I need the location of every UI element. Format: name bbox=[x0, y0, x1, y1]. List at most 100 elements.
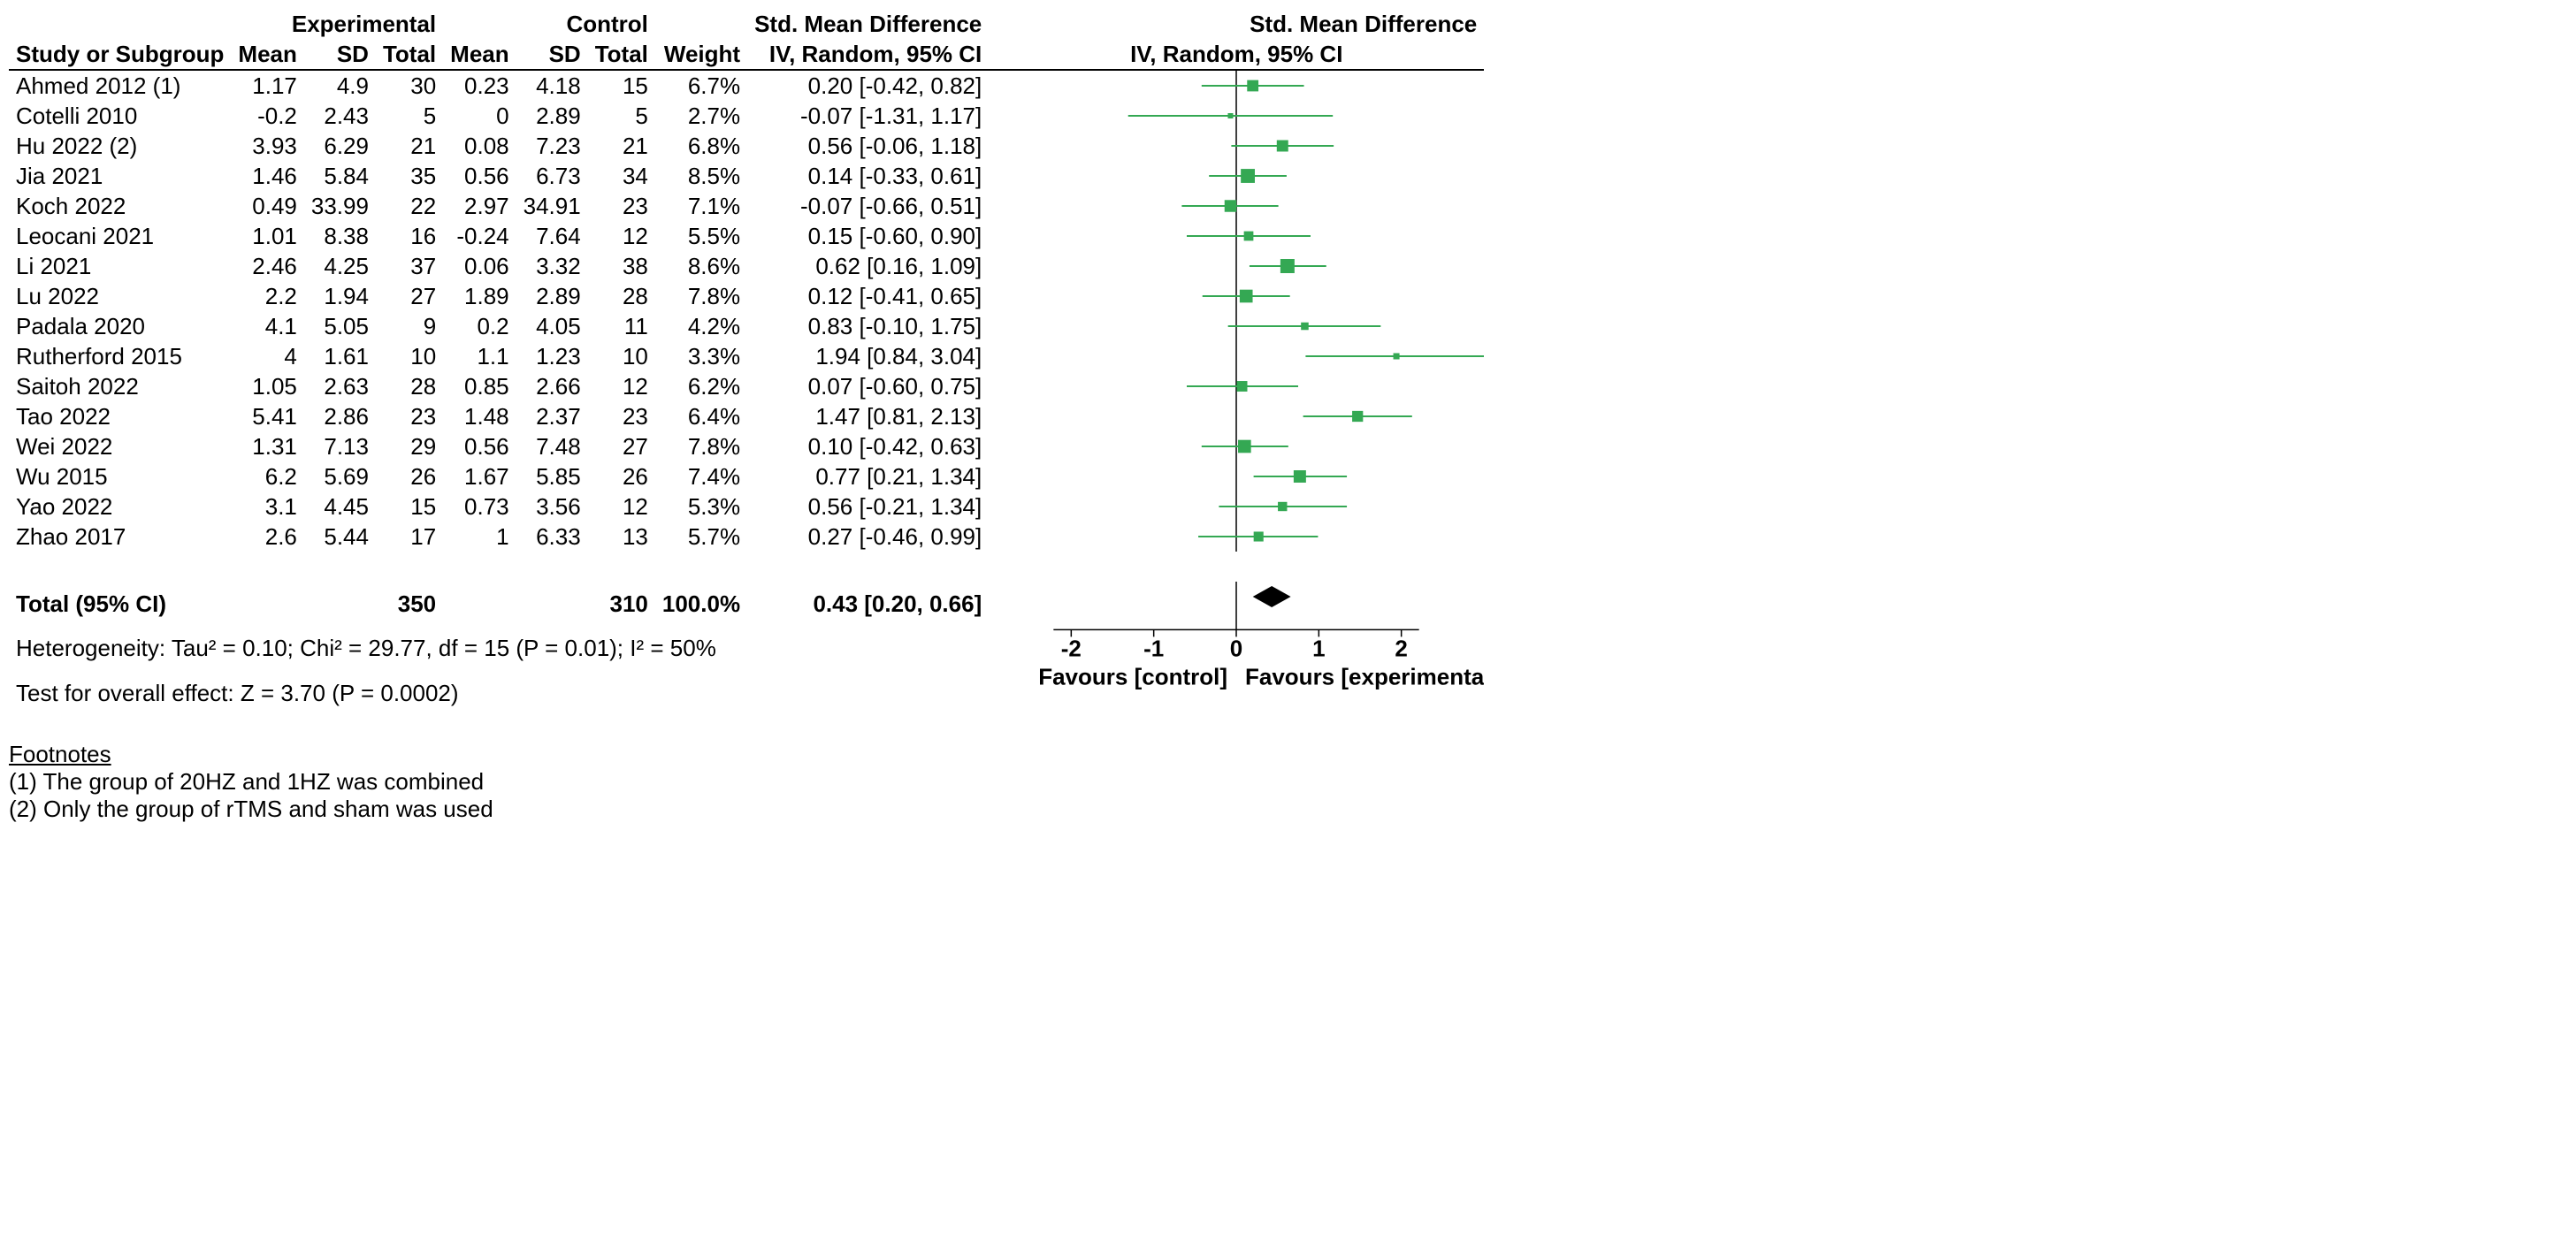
exp-total: 26 bbox=[376, 461, 443, 491]
exp-mean: 3.1 bbox=[231, 491, 303, 522]
col-exp-mean: Mean bbox=[231, 39, 303, 70]
exp-total: 10 bbox=[376, 341, 443, 371]
study-plot-cell bbox=[989, 70, 1484, 552]
ci-text: 0.77 [0.21, 1.34] bbox=[747, 461, 989, 491]
exp-mean: 1.31 bbox=[231, 431, 303, 461]
exp-sd: 2.43 bbox=[304, 101, 376, 131]
svg-text:-1: -1 bbox=[1143, 635, 1164, 661]
ci-text: 0.07 [-0.60, 0.75] bbox=[747, 371, 989, 401]
ctl-mean: 0.56 bbox=[443, 161, 516, 191]
exp-total: 17 bbox=[376, 522, 443, 552]
ctl-mean: -0.24 bbox=[443, 221, 516, 251]
exp-total: 29 bbox=[376, 431, 443, 461]
favours-control-label: Favours [control] bbox=[1038, 663, 1227, 689]
ctl-mean: 1.67 bbox=[443, 461, 516, 491]
exp-total: 15 bbox=[376, 491, 443, 522]
ci-text: 0.62 [0.16, 1.09] bbox=[747, 251, 989, 281]
total-weight: 100.0% bbox=[655, 582, 747, 627]
study-name: Ahmed 2012 (1) bbox=[9, 70, 231, 101]
total-ctl-n: 310 bbox=[588, 582, 655, 627]
ctl-total: 13 bbox=[588, 522, 655, 552]
weight: 6.8% bbox=[655, 131, 747, 161]
exp-sd: 2.86 bbox=[304, 401, 376, 431]
favours-experimental-label: Favours [experimental] bbox=[1245, 663, 1484, 689]
weight: 6.2% bbox=[655, 371, 747, 401]
exp-total: 37 bbox=[376, 251, 443, 281]
ctl-mean: 0.2 bbox=[443, 311, 516, 341]
ctl-total: 21 bbox=[588, 131, 655, 161]
exp-sd: 6.29 bbox=[304, 131, 376, 161]
exp-sd: 4.45 bbox=[304, 491, 376, 522]
exp-mean: 1.46 bbox=[231, 161, 303, 191]
ctl-mean: 2.97 bbox=[443, 191, 516, 221]
exp-sd: 33.99 bbox=[304, 191, 376, 221]
total-label: Total (95% CI) bbox=[9, 582, 231, 627]
exp-sd: 5.69 bbox=[304, 461, 376, 491]
study-name: Zhao 2017 bbox=[9, 522, 231, 552]
exp-sd: 7.13 bbox=[304, 431, 376, 461]
ctl-sd: 6.33 bbox=[516, 522, 588, 552]
col-plot: IV, Random, 95% CI bbox=[989, 39, 1484, 70]
ctl-mean: 1.1 bbox=[443, 341, 516, 371]
ctl-mean: 1 bbox=[443, 522, 516, 552]
exp-total: 35 bbox=[376, 161, 443, 191]
col-study: Study or Subgroup bbox=[9, 39, 231, 70]
ctl-sd: 7.48 bbox=[516, 431, 588, 461]
ctl-total: 34 bbox=[588, 161, 655, 191]
weight: 5.7% bbox=[655, 522, 747, 552]
ci-text: 0.56 [-0.21, 1.34] bbox=[747, 491, 989, 522]
total-exp-n: 350 bbox=[376, 582, 443, 627]
ctl-sd: 2.89 bbox=[516, 101, 588, 131]
ctl-sd: 5.85 bbox=[516, 461, 588, 491]
ctl-mean: 1.48 bbox=[443, 401, 516, 431]
weight: 6.7% bbox=[655, 70, 747, 101]
study-name: Lu 2022 bbox=[9, 281, 231, 311]
col-exp-total: Total bbox=[376, 39, 443, 70]
ctl-group-header: Control bbox=[443, 9, 655, 39]
forest-plot: Experimental Control Std. Mean Differenc… bbox=[9, 9, 1484, 823]
ctl-total: 26 bbox=[588, 461, 655, 491]
svg-text:1: 1 bbox=[1312, 635, 1325, 661]
weight: 7.4% bbox=[655, 461, 747, 491]
header-row: Study or Subgroup Mean SD Total Mean SD … bbox=[9, 39, 1484, 70]
ci-text: 1.94 [0.84, 3.04] bbox=[747, 341, 989, 371]
col-ctl-mean: Mean bbox=[443, 39, 516, 70]
ctl-total: 23 bbox=[588, 191, 655, 221]
ctl-sd: 6.73 bbox=[516, 161, 588, 191]
study-name: Li 2021 bbox=[9, 251, 231, 281]
total-ci: 0.43 [0.20, 0.66] bbox=[747, 582, 989, 627]
ci-text: 0.20 [-0.42, 0.82] bbox=[747, 70, 989, 101]
ci-text: 0.12 [-0.41, 0.65] bbox=[747, 281, 989, 311]
study-name: Padala 2020 bbox=[9, 311, 231, 341]
exp-total: 27 bbox=[376, 281, 443, 311]
ci-text: 0.10 [-0.42, 0.63] bbox=[747, 431, 989, 461]
exp-mean: 0.49 bbox=[231, 191, 303, 221]
plot-group-header: Std. Mean Difference bbox=[989, 9, 1484, 39]
exp-mean: 2.6 bbox=[231, 522, 303, 552]
superheader-row: Experimental Control Std. Mean Differenc… bbox=[9, 9, 1484, 39]
exp-total: 5 bbox=[376, 101, 443, 131]
ctl-total: 12 bbox=[588, 491, 655, 522]
total-row: Total (95% CI) 350 310 100.0% 0.43 [0.20… bbox=[9, 582, 1484, 627]
summary-plot-cell: -2-1012Favours [control]Favours [experim… bbox=[989, 582, 1484, 716]
footnote-1: (1) The group of 20HZ and 1HZ was combin… bbox=[9, 768, 1484, 796]
ctl-sd: 4.18 bbox=[516, 70, 588, 101]
ctl-mean: 0.73 bbox=[443, 491, 516, 522]
study-name: Leocani 2021 bbox=[9, 221, 231, 251]
weight: 6.4% bbox=[655, 401, 747, 431]
weight: 5.5% bbox=[655, 221, 747, 251]
exp-total: 28 bbox=[376, 371, 443, 401]
study-name: Rutherford 2015 bbox=[9, 341, 231, 371]
study-name: Wei 2022 bbox=[9, 431, 231, 461]
weight: 3.3% bbox=[655, 341, 747, 371]
ctl-sd: 7.23 bbox=[516, 131, 588, 161]
ctl-total: 23 bbox=[588, 401, 655, 431]
exp-total: 9 bbox=[376, 311, 443, 341]
ctl-total: 28 bbox=[588, 281, 655, 311]
ctl-sd: 7.64 bbox=[516, 221, 588, 251]
exp-mean: 2.46 bbox=[231, 251, 303, 281]
col-ctl-sd: SD bbox=[516, 39, 588, 70]
exp-mean: 1.17 bbox=[231, 70, 303, 101]
svg-text:-2: -2 bbox=[1061, 635, 1082, 661]
study-name: Cotelli 2010 bbox=[9, 101, 231, 131]
